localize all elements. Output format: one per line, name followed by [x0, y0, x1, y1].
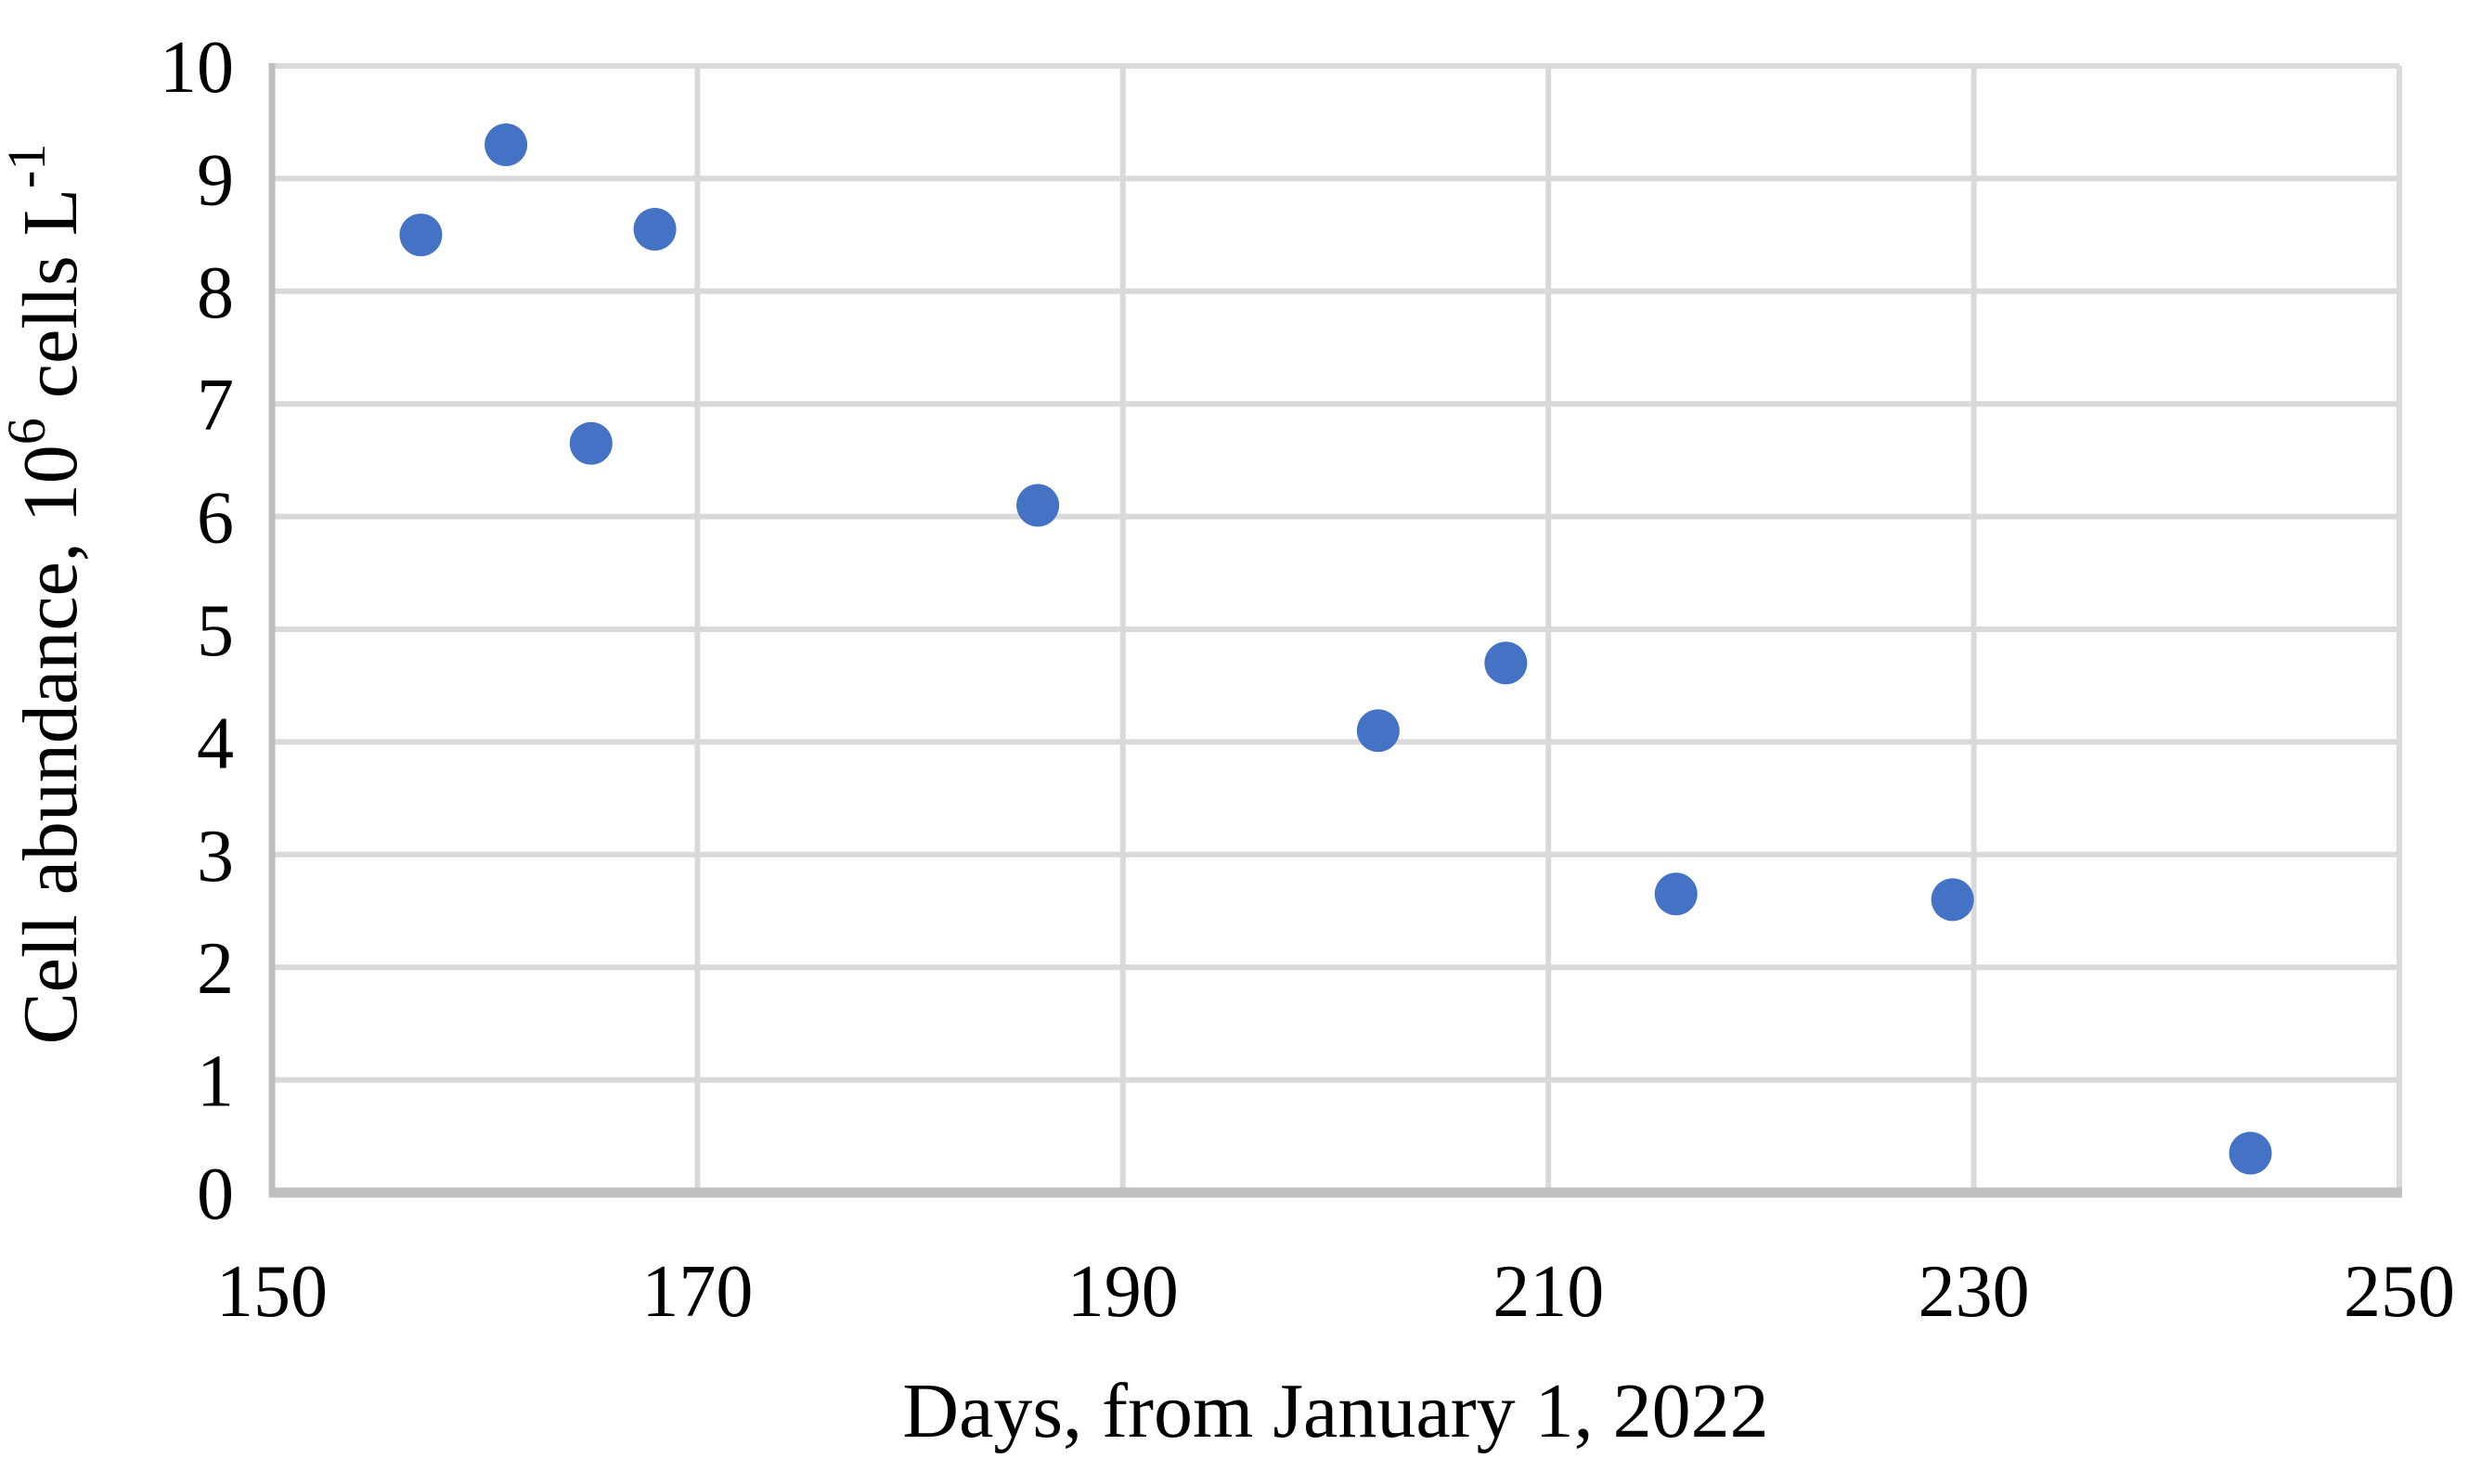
data-point	[485, 123, 528, 166]
y-axis-title: Cell abundance, 106 cells L-1	[0, 144, 94, 1045]
y-tick-label: 7	[197, 365, 234, 446]
data-point	[1931, 878, 1974, 922]
x-tick-label: 190	[1067, 1251, 1179, 1333]
x-tick-label: 230	[1919, 1251, 2030, 1333]
y-tick-label: 9	[197, 139, 234, 221]
y-tick-label: 1	[197, 1041, 234, 1123]
data-point	[1484, 641, 1528, 685]
y-tick-label: 6	[197, 478, 234, 560]
data-point	[569, 421, 613, 465]
x-tick-label: 250	[2344, 1251, 2455, 1333]
x-axis-title: Days, from January 1, 2022	[902, 1368, 1768, 1454]
y-tick-label: 2	[197, 928, 234, 1010]
y-tick-label: 10	[160, 27, 234, 109]
x-tick-label: 210	[1492, 1251, 1604, 1333]
data-point	[1016, 484, 1060, 527]
y-tick-label: 8	[197, 252, 234, 334]
data-point	[2229, 1131, 2272, 1175]
y-tick-label: 4	[197, 703, 234, 784]
data-point	[633, 208, 677, 252]
y-tick-label: 5	[197, 590, 234, 672]
x-tick-label: 150	[216, 1251, 328, 1333]
y-tick-label: 0	[197, 1154, 234, 1235]
data-point	[399, 213, 443, 257]
data-point	[1356, 709, 1400, 753]
data-point	[1654, 872, 1698, 916]
y-tick-label: 3	[197, 816, 234, 897]
x-tick-label: 170	[641, 1251, 753, 1333]
